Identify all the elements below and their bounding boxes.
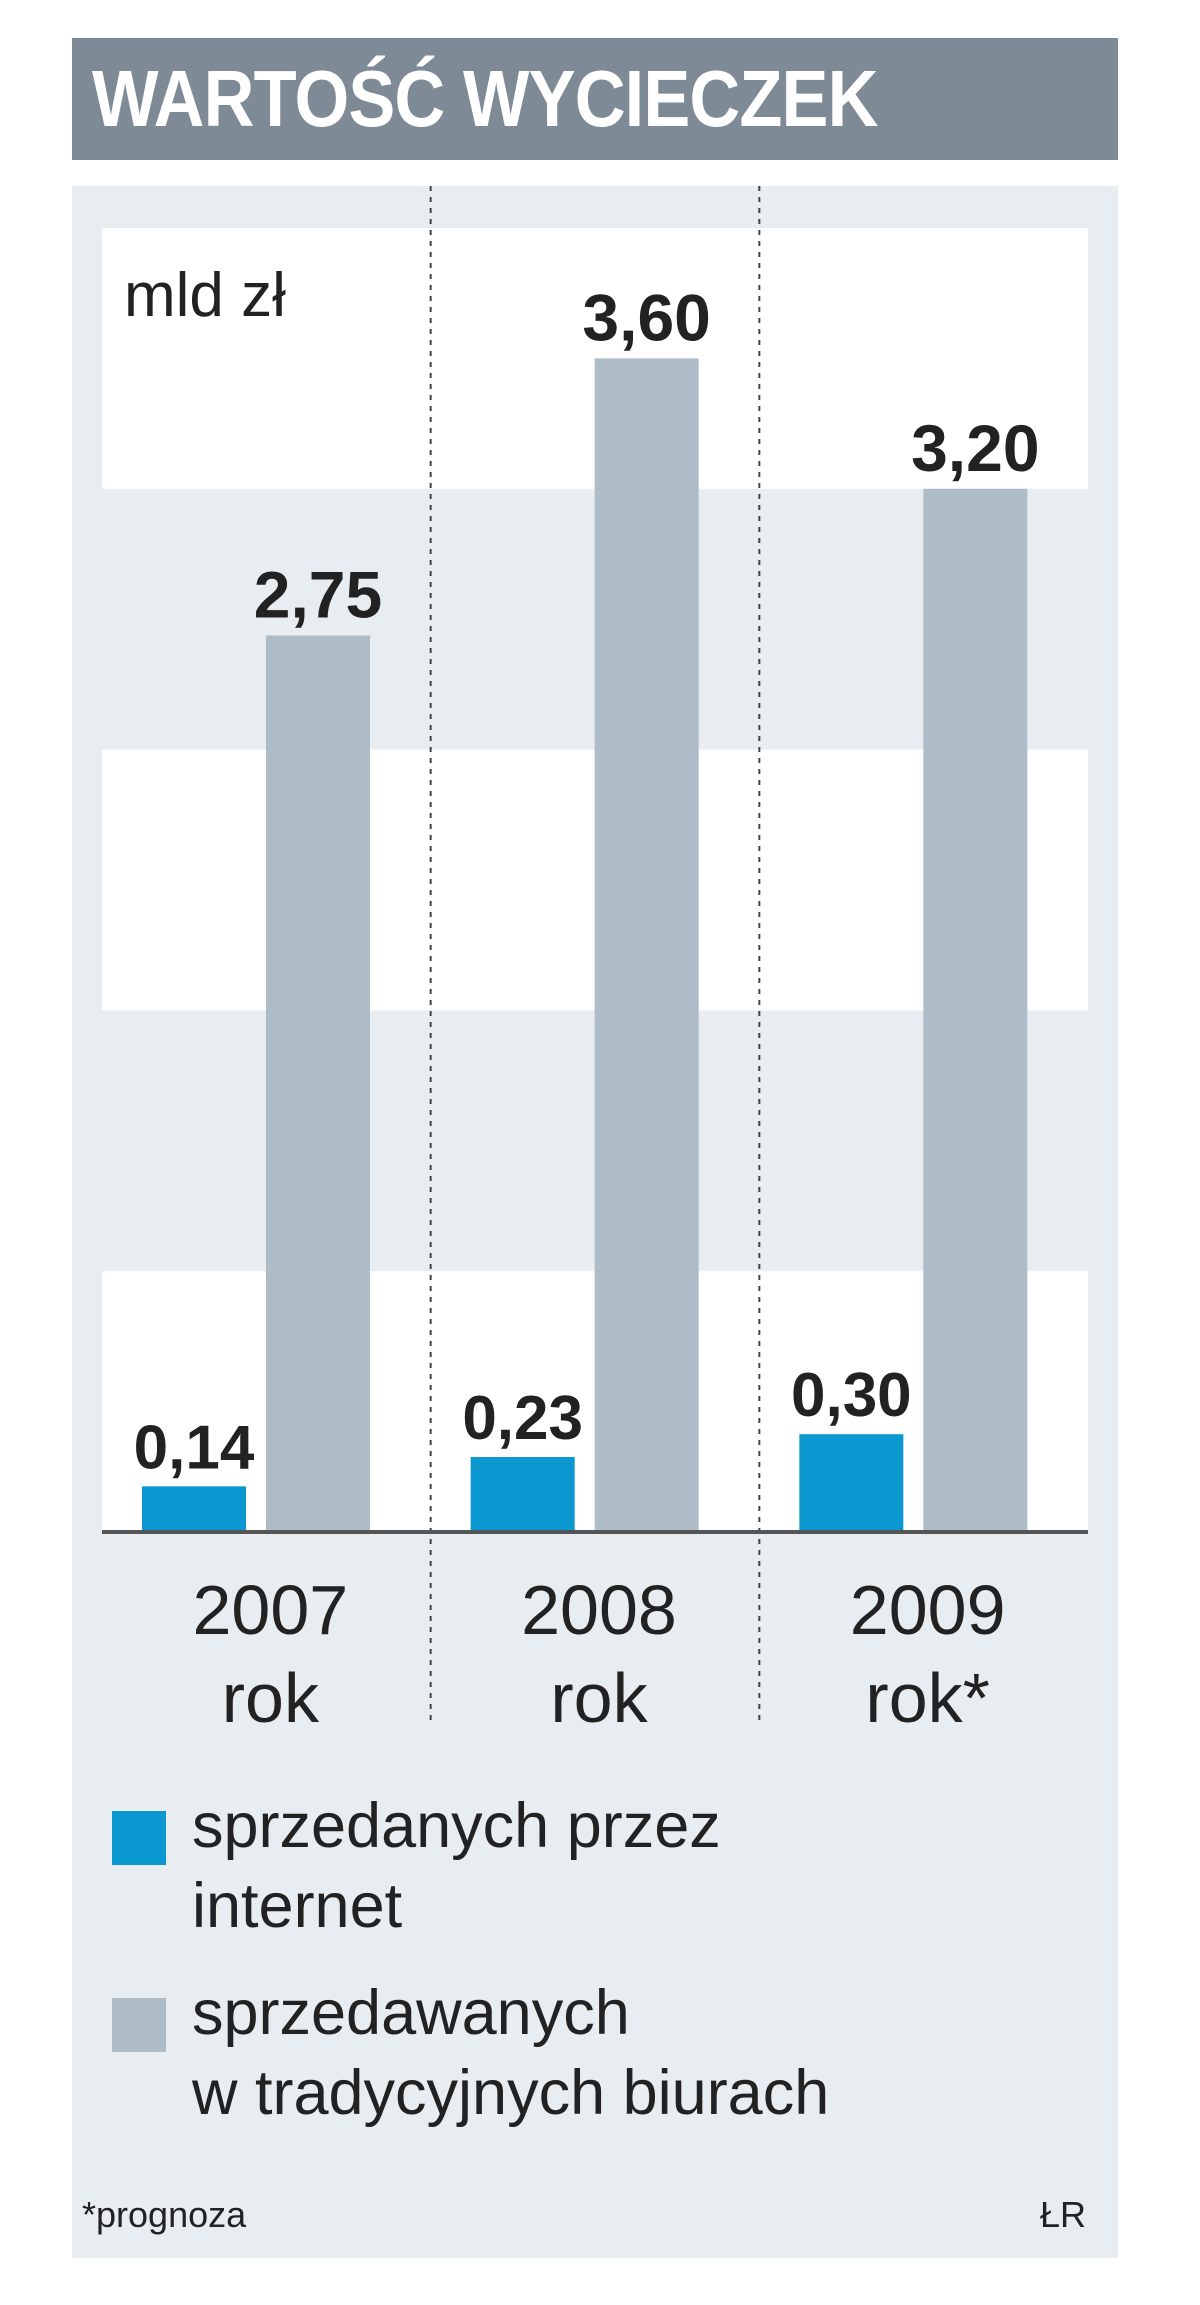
chart-panel: mld zł 0,14 0,23 0,30 2,75 3,60 3,20 2007 rok 200…: [72, 186, 1118, 2258]
legend-swatch-traditional-icon: [112, 1998, 166, 2052]
bar-internet: [142, 1486, 246, 1532]
chart-title: WARTOŚĆ WYCIECZEK: [92, 54, 878, 143]
footnote: *prognoza: [82, 2194, 247, 2235]
tick-label: 2007: [192, 1571, 348, 1649]
data-label-traditional: 3,20: [911, 411, 1039, 485]
data-label-internet: 0,23: [462, 1384, 583, 1453]
data-label-traditional: 3,60: [582, 280, 710, 354]
legend-swatch-internet-icon: [112, 1811, 166, 1865]
tick-label: 2008: [521, 1571, 677, 1649]
bar-traditional: [923, 488, 1028, 1532]
data-label-traditional: 2,75: [254, 558, 382, 632]
bar-chart: mld zł 0,14 0,23 0,30 2,75 3,60 3,20 2007 rok 200…: [102, 186, 1088, 1726]
legend-label-internet: sprzedanych przez internet: [192, 1791, 721, 1941]
tick-label: 2009: [850, 1571, 1006, 1649]
credit: ŁR: [1040, 2194, 1087, 2235]
bar-traditional: [594, 358, 699, 1532]
title-bar: WARTOŚĆ WYCIECZEK: [72, 38, 1118, 160]
unit-label: mld zł: [124, 261, 286, 330]
tick-label: rok: [222, 1659, 320, 1726]
tick-label: rok: [550, 1659, 648, 1726]
data-label-internet: 0,14: [134, 1413, 255, 1482]
bar-internet: [470, 1457, 575, 1532]
legend-label-traditional: sprzedawanych w tradycyjnych biurach: [192, 1978, 830, 2128]
data-label-internet: 0,30: [791, 1361, 912, 1430]
tick-label: rok*: [865, 1659, 989, 1726]
bar-internet: [799, 1434, 904, 1532]
bar-traditional: [266, 635, 370, 1532]
